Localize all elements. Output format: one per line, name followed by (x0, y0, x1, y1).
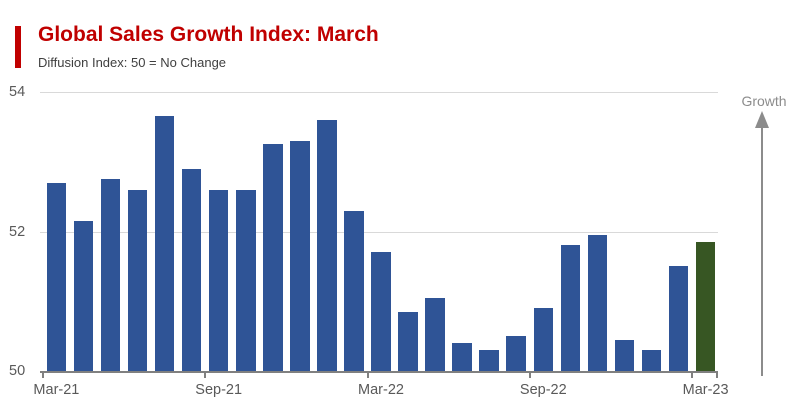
bar-mar-23 (695, 241, 716, 371)
y-tick-label: 54 (9, 84, 26, 100)
bar-may-21 (100, 179, 121, 371)
x-axis-line (40, 371, 718, 373)
bar-mar-21 (46, 182, 67, 371)
axis-tick (204, 373, 207, 378)
growth-annotation-label: Growth (741, 93, 787, 109)
bar-mar-22 (371, 252, 391, 371)
x-tick-label: Mar-23 (682, 382, 729, 398)
bar-oct-22 (560, 245, 581, 371)
bar-sep-22 (533, 308, 554, 371)
gridline (40, 92, 718, 93)
y-tick-label: 52 (9, 223, 26, 240)
bar-aug-21 (181, 168, 202, 371)
bar-nov-22 (587, 235, 608, 371)
chart-title: Global Sales Growth Index: March (38, 23, 379, 46)
bar-sep-21 (208, 189, 229, 371)
bar-feb-22 (344, 210, 364, 371)
bar-nov-21 (263, 144, 283, 371)
bar-jul-22 (479, 350, 499, 371)
bar-dec-21 (290, 140, 310, 371)
bar-jun-21 (127, 189, 148, 371)
bar-oct-21 (235, 189, 256, 371)
bar-may-22 (425, 297, 445, 371)
bar-jan-22 (317, 119, 337, 371)
axis-tick (529, 373, 531, 378)
growth-arrow-icon (755, 111, 769, 376)
bar-jan-23 (641, 350, 662, 371)
bar-dec-22 (614, 339, 635, 371)
chart-subtitle: Diffusion Index: 50 = No Change (38, 55, 227, 70)
axis-tick (691, 373, 694, 378)
plot-area (40, 92, 718, 371)
x-tick-label: Sep-22 (519, 382, 567, 398)
bar-apr-22 (398, 311, 418, 371)
x-tick-label: Sep-21 (195, 382, 243, 398)
bar-apr-21 (73, 221, 94, 371)
gridline (40, 231, 718, 233)
axis-end-tick (716, 373, 718, 378)
bar-jul-21 (154, 116, 175, 371)
x-tick-label: Mar-22 (358, 382, 404, 398)
axis-tick (42, 373, 45, 378)
title-accent-bar (15, 26, 21, 68)
bar-jun-22 (452, 343, 472, 371)
axis-tick (366, 373, 369, 378)
bar-feb-23 (668, 266, 689, 371)
x-tick-label: Mar-21 (33, 382, 80, 398)
y-tick-label: 50 (9, 363, 26, 379)
bar-aug-22 (506, 336, 527, 371)
